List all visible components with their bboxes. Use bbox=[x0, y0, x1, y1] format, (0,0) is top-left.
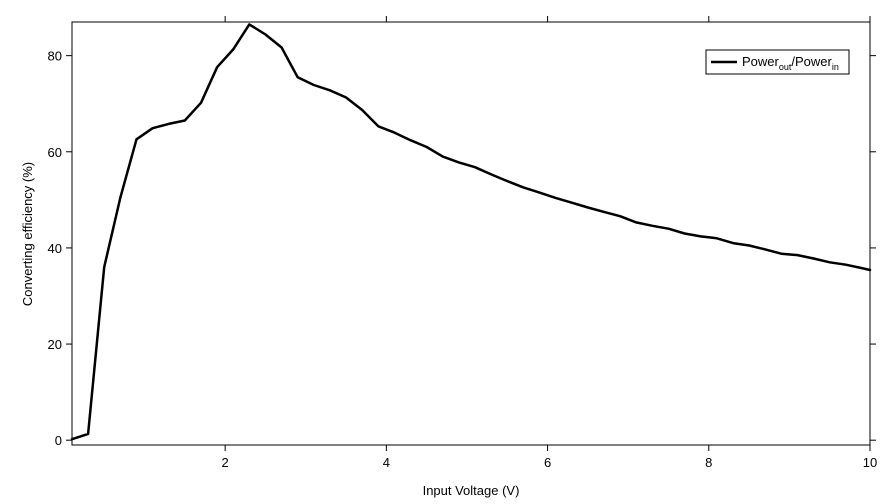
y-tick-label: 60 bbox=[48, 145, 62, 160]
series-layer bbox=[70, 23, 872, 441]
x-tick-label: 8 bbox=[705, 455, 712, 470]
series-line-efficiency bbox=[70, 23, 872, 441]
legend-subscript-out: out bbox=[779, 62, 792, 72]
plot-frame bbox=[71, 21, 871, 446]
x-axis-title: Input Voltage (V) bbox=[423, 483, 520, 498]
legend-sep-text: /Power bbox=[791, 54, 832, 69]
legend-label: Powerout/Powerin bbox=[742, 54, 839, 72]
y-tick-label: 80 bbox=[48, 49, 62, 64]
x-tick-label: 4 bbox=[383, 455, 390, 470]
y-tick-label: 40 bbox=[48, 241, 62, 256]
x-tick-label: 2 bbox=[222, 455, 229, 470]
y-tick-label: 0 bbox=[55, 433, 62, 448]
x-tick-label: 10 bbox=[863, 455, 877, 470]
legend: Powerout/Powerin bbox=[705, 49, 850, 75]
legend-subscript-in: in bbox=[832, 62, 839, 72]
y-tick-label: 20 bbox=[48, 337, 62, 352]
ticks: 2 4 6 8 10 0 20 40 60 80 bbox=[48, 16, 877, 470]
x-tick-label: 6 bbox=[544, 455, 551, 470]
axes bbox=[71, 21, 871, 446]
y-axis-title: Converting efficiency (%) bbox=[20, 162, 35, 306]
legend-main-text: Power bbox=[742, 54, 780, 69]
